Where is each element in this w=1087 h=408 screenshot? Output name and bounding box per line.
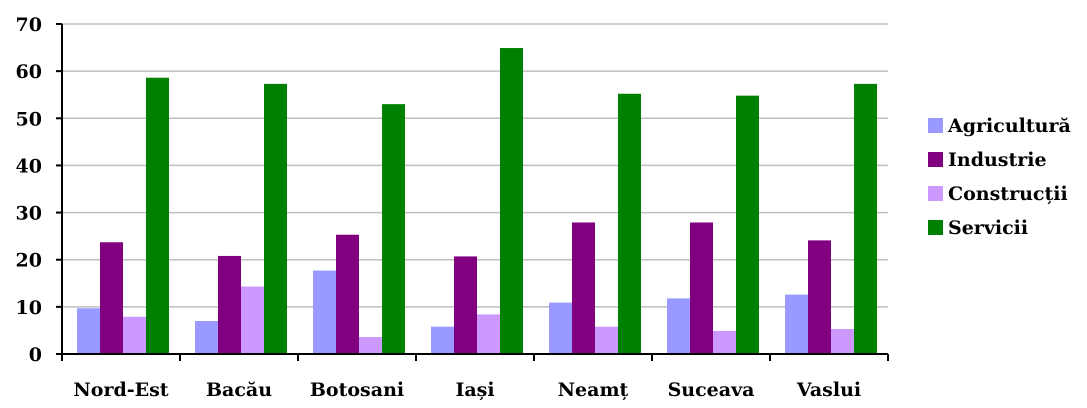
legend-swatch-agricultură xyxy=(928,118,943,133)
bar-servicii xyxy=(382,104,405,355)
bar-agricultură xyxy=(549,302,572,354)
y-tick-label: 60 xyxy=(16,61,42,83)
x-category-label: Neamț xyxy=(558,379,629,401)
bar-industrie xyxy=(690,222,713,354)
bar-industrie xyxy=(100,242,123,354)
bar-agricultură xyxy=(77,308,100,354)
bar-industrie xyxy=(808,240,831,354)
bar-agricultură xyxy=(785,294,808,354)
y-tick-label: 70 xyxy=(16,14,42,36)
bars xyxy=(77,48,877,355)
bar-servicii xyxy=(264,83,287,354)
legend-swatch-construcții xyxy=(928,186,943,201)
y-tick-label: 0 xyxy=(29,344,42,366)
bar-construcții xyxy=(241,286,264,354)
bar-construcții xyxy=(831,329,854,354)
bar-servicii xyxy=(146,77,169,354)
legend-swatch-industrie xyxy=(928,152,943,167)
legend-label: Construcții xyxy=(948,183,1068,205)
y-tick-label: 40 xyxy=(16,155,42,177)
bar-servicii xyxy=(854,83,877,354)
x-category-label: Nord-Est xyxy=(73,379,168,401)
bar-construcții xyxy=(123,316,146,354)
y-tick-label: 30 xyxy=(16,203,42,225)
x-category-label: Bacău xyxy=(206,379,272,401)
legend-swatch-servicii xyxy=(928,220,943,235)
bar-agricultură xyxy=(667,298,690,354)
bar-construcții xyxy=(595,326,618,354)
bar-agricultură xyxy=(431,326,454,354)
bar-construcții xyxy=(713,330,736,354)
axes: 0 10 20 30 40 50 60 70 Nord-Est Bacău Botosani Iași… xyxy=(16,14,889,401)
legend: Agricultură Industrie Construcții Servicii xyxy=(928,115,1071,239)
y-tick-label: 50 xyxy=(16,108,42,130)
legend-label: Agricultură xyxy=(947,115,1071,137)
x-category-label: Iași xyxy=(455,379,494,401)
x-category-label: Botosani xyxy=(310,379,404,401)
bar-servicii xyxy=(500,48,523,355)
bar-servicii xyxy=(618,93,641,355)
bar-agricultură xyxy=(195,321,218,354)
bar-industrie xyxy=(218,255,241,354)
y-tick-label: 10 xyxy=(16,297,42,319)
legend-label: Industrie xyxy=(948,149,1047,171)
gridlines xyxy=(62,23,888,308)
x-category-label: Vaslui xyxy=(796,379,861,401)
bar-agricultură xyxy=(313,270,336,354)
bar-industrie xyxy=(454,256,477,354)
bar-servicii xyxy=(736,95,759,355)
bar-industrie xyxy=(572,222,595,354)
bar-construcții xyxy=(477,314,500,354)
bar-construcții xyxy=(359,337,382,354)
y-tick-label: 20 xyxy=(16,250,42,272)
x-category-label: Suceava xyxy=(668,379,755,401)
bar-industrie xyxy=(336,234,359,354)
legend-label: Servicii xyxy=(948,217,1028,239)
